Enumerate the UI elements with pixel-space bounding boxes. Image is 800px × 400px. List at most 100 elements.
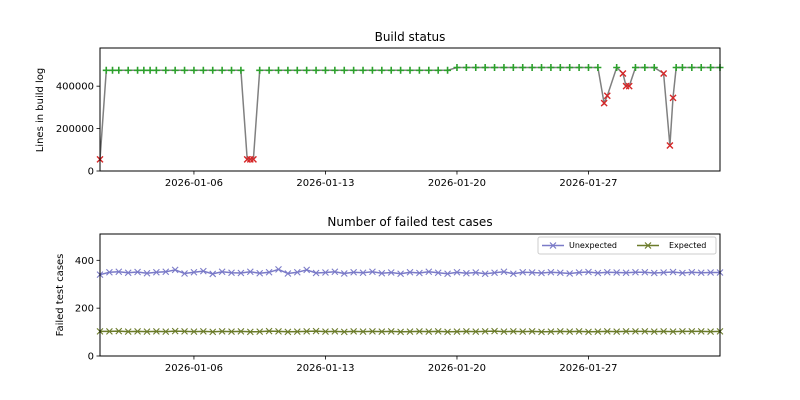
failed-tests-xtick-label: 2026-01-20 [428, 363, 486, 374]
series-unexpected-point [707, 269, 714, 276]
series-unexpected-point [491, 269, 498, 277]
build-status-pass-marker [256, 66, 264, 74]
series-unexpected-point [284, 270, 292, 277]
series-unexpected-point [134, 268, 141, 276]
series-expected-point [603, 327, 611, 335]
series-unexpected-point [209, 270, 217, 278]
build-status-pass-marker [556, 64, 564, 72]
series-expected-point [312, 327, 320, 335]
series-expected-point [199, 327, 207, 335]
series-unexpected-point [312, 269, 320, 277]
series-expected-point [462, 327, 470, 335]
series-unexpected-point [181, 270, 188, 277]
series-unexpected-point [190, 268, 198, 276]
series-expected-point [594, 328, 602, 335]
series-unexpected-point [462, 269, 470, 277]
build-status-ticks: 2026-01-06 2026-01-13 2026-01-20 2026-01-27… [56, 82, 618, 189]
series-unexpected-point [538, 269, 545, 277]
build-status-pass-marker [575, 64, 583, 72]
build-status-pass-marker [284, 66, 292, 74]
build-status-pass-marker [321, 66, 329, 74]
build-status-pass-marker [134, 66, 142, 74]
series-expected-point [265, 327, 273, 335]
series-expected-point [613, 328, 621, 335]
failed-tests-xtick-label: 2026-01-13 [296, 363, 354, 374]
series-unexpected-point [387, 269, 395, 276]
series-unexpected-point [528, 269, 536, 276]
build-status-pass-marker [566, 64, 574, 72]
series-expected-point [181, 327, 188, 335]
build-status-ytick-label: 0 [88, 167, 94, 178]
series-unexpected-point [425, 268, 433, 276]
series-expected-point [669, 328, 677, 335]
build-status-pass-marker [672, 64, 680, 72]
build-status-pass-marker [519, 64, 527, 72]
series-expected-point [378, 328, 386, 335]
series-expected-point [491, 327, 498, 335]
series-unexpected-point [340, 270, 348, 277]
build-status-fail-marker [666, 142, 674, 150]
series-unexpected-point [293, 268, 301, 276]
build-status-pass-marker [453, 64, 461, 72]
build-status-pass-marker [415, 66, 423, 74]
build-status-pass-marker [538, 64, 546, 72]
series-expected-point [528, 327, 536, 335]
build-status-pass-marker [303, 66, 311, 74]
build-status-series-line [99, 66, 720, 161]
build-status-axes-frame [99, 47, 721, 172]
legend-entry-unexpected: Unexpected [542, 241, 617, 250]
series-expected-point [284, 328, 292, 336]
series-expected-point [547, 328, 555, 335]
build-status-ytick-label: 200000 [56, 124, 94, 135]
series-unexpected-point [256, 269, 264, 277]
series-unexpected-point [237, 269, 245, 277]
build-status-pass-marker [378, 66, 386, 74]
build-status-pass-marker [265, 66, 273, 74]
failed-tests-ylabel: Failed test cases [55, 254, 66, 337]
series-unexpected-point [688, 268, 696, 276]
series-unexpected-point [246, 268, 254, 276]
build-status-pass-marker [491, 64, 499, 72]
build-status-fail-marker [625, 82, 633, 90]
build-status-ylabel: Lines in build log [35, 68, 46, 153]
series-expected-point [566, 328, 574, 335]
build-status-pass-marker [209, 66, 217, 74]
build-status-pass-marker [124, 66, 132, 74]
build-status-pass-marker [102, 66, 110, 74]
series-unexpected-point [416, 269, 423, 277]
build-status-xtick-label: 2026-01-27 [559, 178, 617, 189]
series-expected-point [237, 327, 245, 335]
build-status-xtick-label: 2026-01-13 [296, 178, 354, 189]
series-unexpected-point [594, 269, 602, 277]
build-status-title: Build status [375, 30, 446, 44]
build-status-pass-marker [425, 66, 433, 74]
build-status-pass-marker [312, 66, 320, 74]
legend-unexpected-marker [549, 242, 557, 249]
series-unexpected-point [679, 269, 686, 277]
legend-box [537, 236, 717, 255]
series-unexpected-point [697, 269, 705, 277]
series-expected-point [124, 328, 132, 335]
legend-expected-label: Expected [669, 241, 706, 250]
series-unexpected-point [641, 268, 649, 276]
series-expected-point [218, 327, 226, 335]
build-status-pass-marker [368, 66, 376, 74]
failed-tests-panel: Number of failed test cases Failed test … [55, 215, 724, 374]
build-status-pass-marker [387, 66, 395, 74]
build-status-pass-marker [462, 64, 470, 72]
series-expected-point [162, 328, 170, 335]
build-status-fail-marker [603, 92, 611, 100]
legend-entry-expected: Expected [637, 241, 706, 250]
build-status-pass-marker [678, 64, 686, 72]
build-status-pass-marker [650, 64, 658, 72]
series-unexpected-point [265, 268, 273, 276]
build-status-pass-marker [293, 66, 301, 74]
series-unexpected-point [359, 269, 367, 277]
build-status-pass-marker [528, 64, 536, 72]
series-expected-point [397, 328, 404, 336]
legend-unexpected-label: Unexpected [569, 241, 617, 250]
series-expected-point [134, 327, 141, 335]
series-unexpected-point [519, 268, 527, 276]
series-unexpected-point [481, 270, 489, 278]
